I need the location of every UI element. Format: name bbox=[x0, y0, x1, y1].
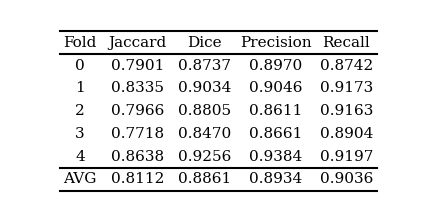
Text: 3: 3 bbox=[75, 127, 85, 141]
Text: 0.9034: 0.9034 bbox=[178, 81, 231, 95]
Text: 0: 0 bbox=[75, 59, 85, 73]
Text: AVG: AVG bbox=[63, 172, 97, 186]
Text: Fold: Fold bbox=[63, 36, 97, 50]
Text: 4: 4 bbox=[75, 150, 85, 164]
Text: 0.8737: 0.8737 bbox=[178, 59, 231, 73]
Text: 0.7718: 0.7718 bbox=[111, 127, 164, 141]
Text: Precision: Precision bbox=[240, 36, 311, 50]
Text: 0.8904: 0.8904 bbox=[320, 127, 373, 141]
Text: 0.8805: 0.8805 bbox=[178, 104, 231, 118]
Text: 0.9036: 0.9036 bbox=[320, 172, 373, 186]
Text: 0.9163: 0.9163 bbox=[320, 104, 373, 118]
Text: 0.8112: 0.8112 bbox=[111, 172, 164, 186]
Text: 0.8934: 0.8934 bbox=[249, 172, 302, 186]
Text: Recall: Recall bbox=[322, 36, 370, 50]
Text: 0.8611: 0.8611 bbox=[249, 104, 302, 118]
Text: 0.8335: 0.8335 bbox=[111, 81, 164, 95]
Text: 0.9046: 0.9046 bbox=[249, 81, 302, 95]
Text: 0.8742: 0.8742 bbox=[320, 59, 373, 73]
Text: 0.8970: 0.8970 bbox=[249, 59, 302, 73]
Text: 0.9256: 0.9256 bbox=[178, 150, 231, 164]
Text: 0.9197: 0.9197 bbox=[320, 150, 373, 164]
Text: 1: 1 bbox=[75, 81, 85, 95]
Text: 0.8638: 0.8638 bbox=[111, 150, 164, 164]
Text: 0.7966: 0.7966 bbox=[111, 104, 164, 118]
Text: 0.9384: 0.9384 bbox=[249, 150, 302, 164]
Text: 0.8470: 0.8470 bbox=[178, 127, 231, 141]
Text: 0.9173: 0.9173 bbox=[320, 81, 373, 95]
Text: 0.8661: 0.8661 bbox=[249, 127, 302, 141]
Text: Dice: Dice bbox=[187, 36, 222, 50]
Text: 0.8861: 0.8861 bbox=[178, 172, 231, 186]
Text: Jaccard: Jaccard bbox=[108, 36, 167, 50]
Text: 0.7901: 0.7901 bbox=[111, 59, 164, 73]
Text: 2: 2 bbox=[75, 104, 85, 118]
